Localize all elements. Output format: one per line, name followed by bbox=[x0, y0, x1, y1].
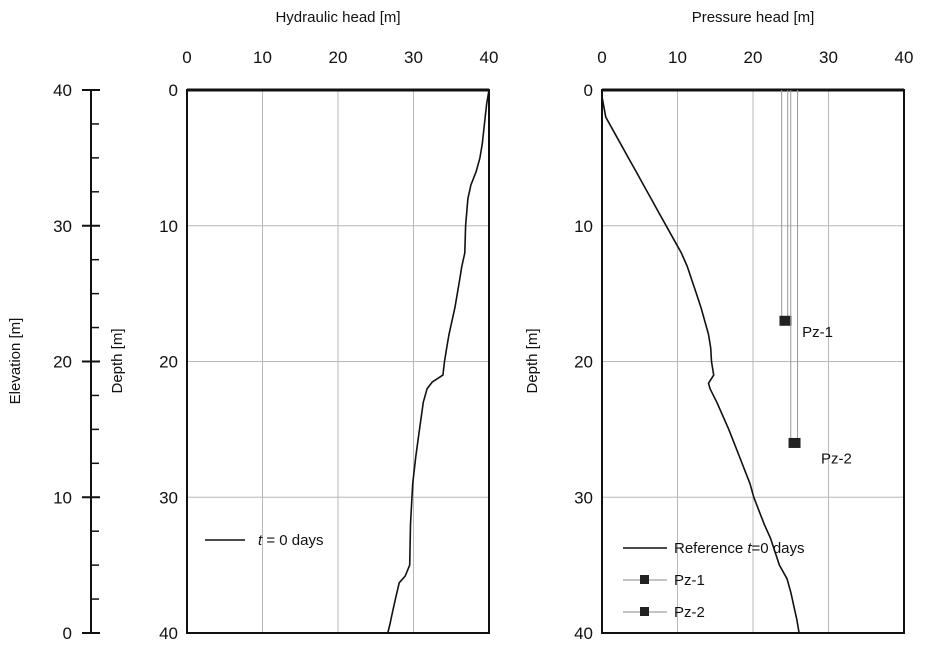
elevation-tick-label: 20 bbox=[53, 353, 72, 372]
legend-marker-pz1 bbox=[640, 575, 649, 584]
pressure-head-x-tick-label: 10 bbox=[668, 48, 687, 67]
legend-label-reference-rest: =0 days bbox=[752, 540, 805, 557]
hydraulic-head-y-tick-label: 20 bbox=[159, 353, 178, 372]
pressure-head-x-tick-label: 20 bbox=[744, 48, 763, 67]
pz2-marker bbox=[788, 437, 801, 448]
hydraulic-head-y-tick-label: 0 bbox=[169, 81, 178, 100]
hydraulic-head-x-tick-label: 40 bbox=[480, 48, 499, 67]
hydraulic-head-chart: 0 10 20 30 40 0 10 20 30 40 Hydraulic head [m] D… bbox=[109, 9, 498, 643]
pz1-marker bbox=[779, 315, 792, 326]
elevation-axis: 40 30 20 10 0 Elevation [m] bbox=[7, 81, 100, 643]
legend-label-pz2: Pz-2 bbox=[674, 604, 705, 621]
legend-label-pz1: Pz-1 bbox=[674, 572, 705, 589]
hydraulic-head-x-title: Hydraulic head [m] bbox=[275, 9, 400, 26]
hydraulic-head-series-line-0 bbox=[387, 89, 490, 634]
pressure-head-y-tick-label: 30 bbox=[574, 488, 593, 507]
pressure-head-grid bbox=[602, 90, 904, 633]
legend-label-reference-italic: t bbox=[747, 540, 752, 557]
pressure-head-x-tick-label: 0 bbox=[597, 48, 606, 67]
pz1-annotation: Pz-1 bbox=[802, 324, 833, 341]
hydraulic-head-x-tick-label: 10 bbox=[253, 48, 272, 67]
pressure-head-x-tick-label: 40 bbox=[895, 48, 914, 67]
legend-label-reference: Reference t=0 days bbox=[674, 540, 805, 557]
elevation-axis-label: Elevation [m] bbox=[7, 318, 24, 405]
pressure-head-series-line-0 bbox=[601, 96, 800, 634]
pressure-head-chart: 0 10 20 30 40 0 10 20 30 40 Pressure head [m] De… bbox=[524, 9, 913, 643]
hydraulic-head-x-tick-label: 0 bbox=[182, 48, 191, 67]
pressure-head-x-title: Pressure head [m] bbox=[692, 9, 815, 26]
pressure-head-y-title: Depth [m] bbox=[524, 328, 541, 393]
hydraulic-head-x-tick-label: 20 bbox=[329, 48, 348, 67]
pz2-annotation: Pz-2 bbox=[821, 450, 852, 467]
elevation-tick-label: 30 bbox=[53, 217, 72, 236]
hydraulic-head-y-tick-label: 10 bbox=[159, 217, 178, 236]
elevation-tick-label: 0 bbox=[63, 624, 72, 643]
legend-label-t0: t = 0 days bbox=[258, 532, 323, 549]
pressure-head-legend: Reference t=0 days Pz-1 Pz-2 bbox=[623, 540, 805, 621]
hydraulic-head-y-title: Depth [m] bbox=[109, 328, 126, 393]
hydraulic-head-legend: t = 0 days bbox=[205, 532, 323, 549]
elevation-tick-label: 10 bbox=[53, 488, 72, 507]
hydraulic-head-grid bbox=[187, 90, 489, 633]
pressure-head-y-tick-label: 20 bbox=[574, 353, 593, 372]
pressure-head-y-tick-label: 0 bbox=[584, 81, 593, 100]
pressure-head-y-tick-label: 10 bbox=[574, 217, 593, 236]
elevation-tick-label: 40 bbox=[53, 81, 72, 100]
legend-label-reference-text: Reference bbox=[674, 540, 747, 557]
hydraulic-head-x-tick-label: 30 bbox=[404, 48, 423, 67]
legend-marker-pz2 bbox=[640, 607, 649, 616]
pressure-head-y-tick-label: 40 bbox=[574, 624, 593, 643]
pressure-head-x-tick-label: 30 bbox=[819, 48, 838, 67]
legend-label-t0-italic: t bbox=[258, 532, 263, 549]
hydraulic-head-y-tick-label: 40 bbox=[159, 624, 178, 643]
legend-label-t0-rest: = 0 days bbox=[262, 532, 323, 549]
hydraulic-head-y-tick-label: 30 bbox=[159, 488, 178, 507]
